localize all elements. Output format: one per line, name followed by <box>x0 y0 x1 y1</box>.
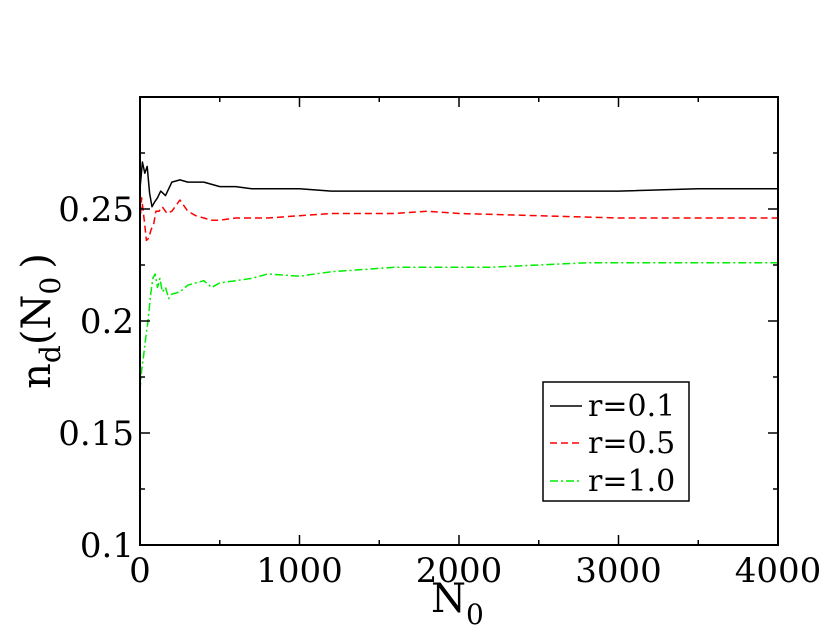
y-tick-label-1: 0.15 <box>58 414 134 454</box>
x-tick-label-4: 4000 <box>735 551 822 591</box>
y-axis-label-paren-close: ) <box>14 253 60 269</box>
series-line-2 <box>139 262 778 391</box>
y-axis-label-sub: d <box>34 345 67 363</box>
x-axis-label: N0 <box>431 576 484 631</box>
x-axis-label-main: N <box>431 576 466 622</box>
legend-label-r-0-5: r=0.5 <box>588 426 675 461</box>
series-line-1 <box>139 197 778 242</box>
x-tick-label-3: 3000 <box>575 551 662 591</box>
y-axis-label: nd(N0) <box>14 253 67 389</box>
ticks-layer <box>139 97 779 546</box>
tick-labels-layer: 0 1000 2000 3000 4000 0.1 0.15 0.2 0.25 <box>58 190 821 591</box>
y-tick-label-2: 0.2 <box>80 302 134 342</box>
y-axis-label-paren-open: ( <box>14 330 60 346</box>
legend-label-r-1-0: r=1.0 <box>588 464 675 499</box>
y-axis-label-main: n <box>14 363 60 389</box>
legend: r=0.1 r=0.5 r=1.0 <box>542 381 690 502</box>
series-layer <box>139 161 778 391</box>
y-axis-label-inner-sub: 0 <box>34 277 67 295</box>
y-tick-label-3: 0.25 <box>58 190 134 230</box>
y-axis-label-inner: N <box>14 295 60 330</box>
x-tick-label-2: 2000 <box>416 551 503 591</box>
series-line-0 <box>139 161 778 208</box>
legend-label-r-0-1: r=0.1 <box>588 389 675 424</box>
x-tick-label-1: 1000 <box>256 551 343 591</box>
x-tick-label-0: 0 <box>129 551 151 591</box>
y-tick-label-0: 0.1 <box>80 526 134 566</box>
x-axis-label-sub: 0 <box>466 598 484 631</box>
